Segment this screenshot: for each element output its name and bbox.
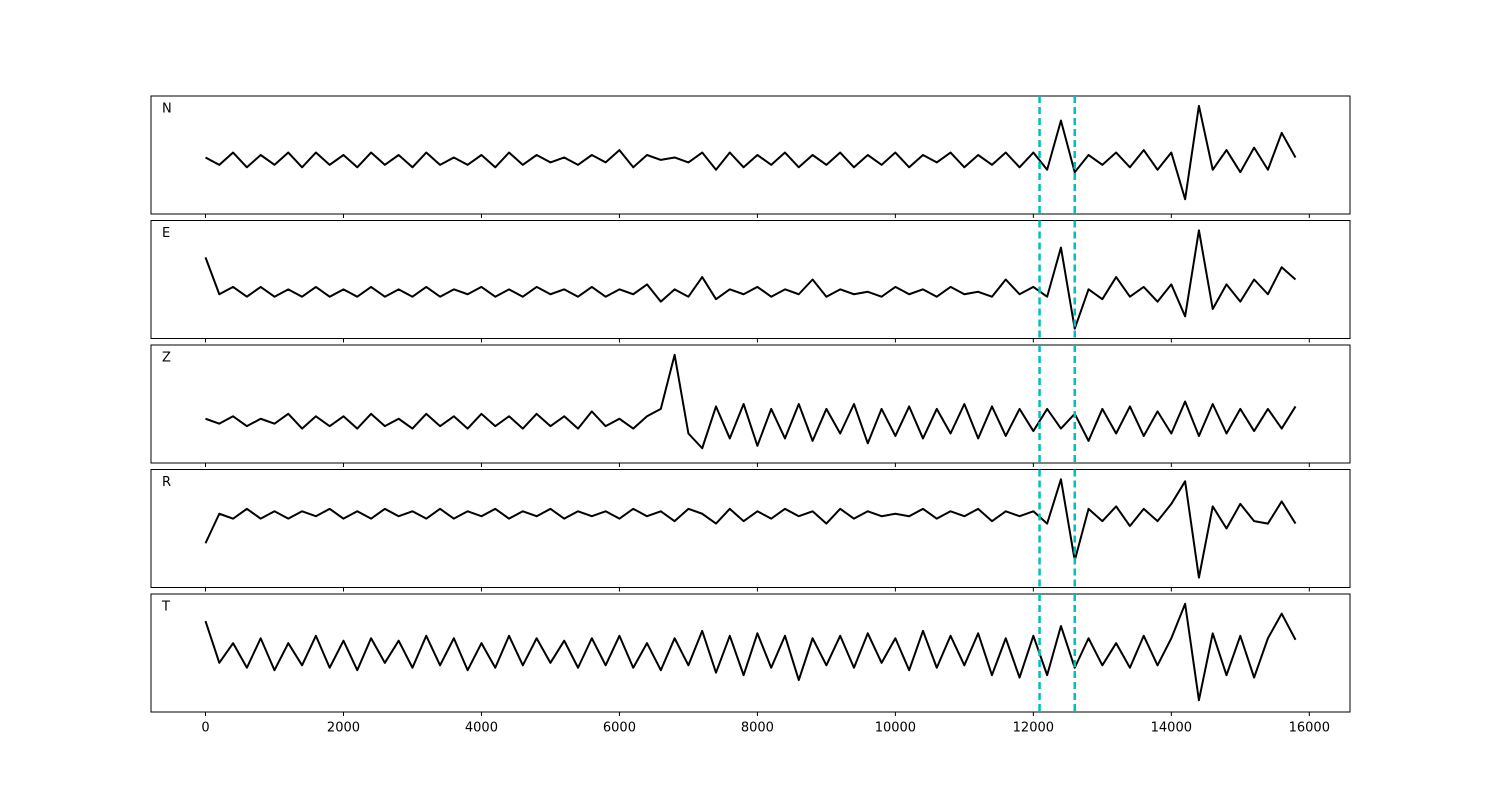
panel-frame (150, 593, 1351, 713)
x-tick-label: 0 (201, 721, 209, 736)
panel-label: E (162, 226, 170, 241)
trace (205, 353, 1297, 450)
panel-label: T (161, 600, 170, 615)
x-tick-label: 8000 (741, 721, 774, 736)
trace (204, 602, 1297, 702)
x-tick-label: 10000 (875, 721, 916, 736)
panel-frame (150, 469, 1351, 588)
panel-label: R (162, 475, 171, 490)
panel-frame (150, 95, 1351, 215)
panel-frame (150, 344, 1351, 464)
trace (205, 104, 1297, 201)
panel-label: Z (162, 351, 171, 366)
x-tick-label: 2000 (327, 721, 360, 736)
x-tick-label: 4000 (465, 721, 498, 736)
x-tick-label: 12000 (1013, 721, 1054, 736)
trace (204, 229, 1297, 330)
panel-frame (150, 220, 1351, 339)
x-tick-label: 6000 (603, 721, 636, 736)
panel-label: N (162, 102, 172, 117)
x-tick-label: 14000 (1151, 721, 1192, 736)
trace (204, 478, 1297, 579)
x-tick-label: 16000 (1289, 721, 1330, 736)
